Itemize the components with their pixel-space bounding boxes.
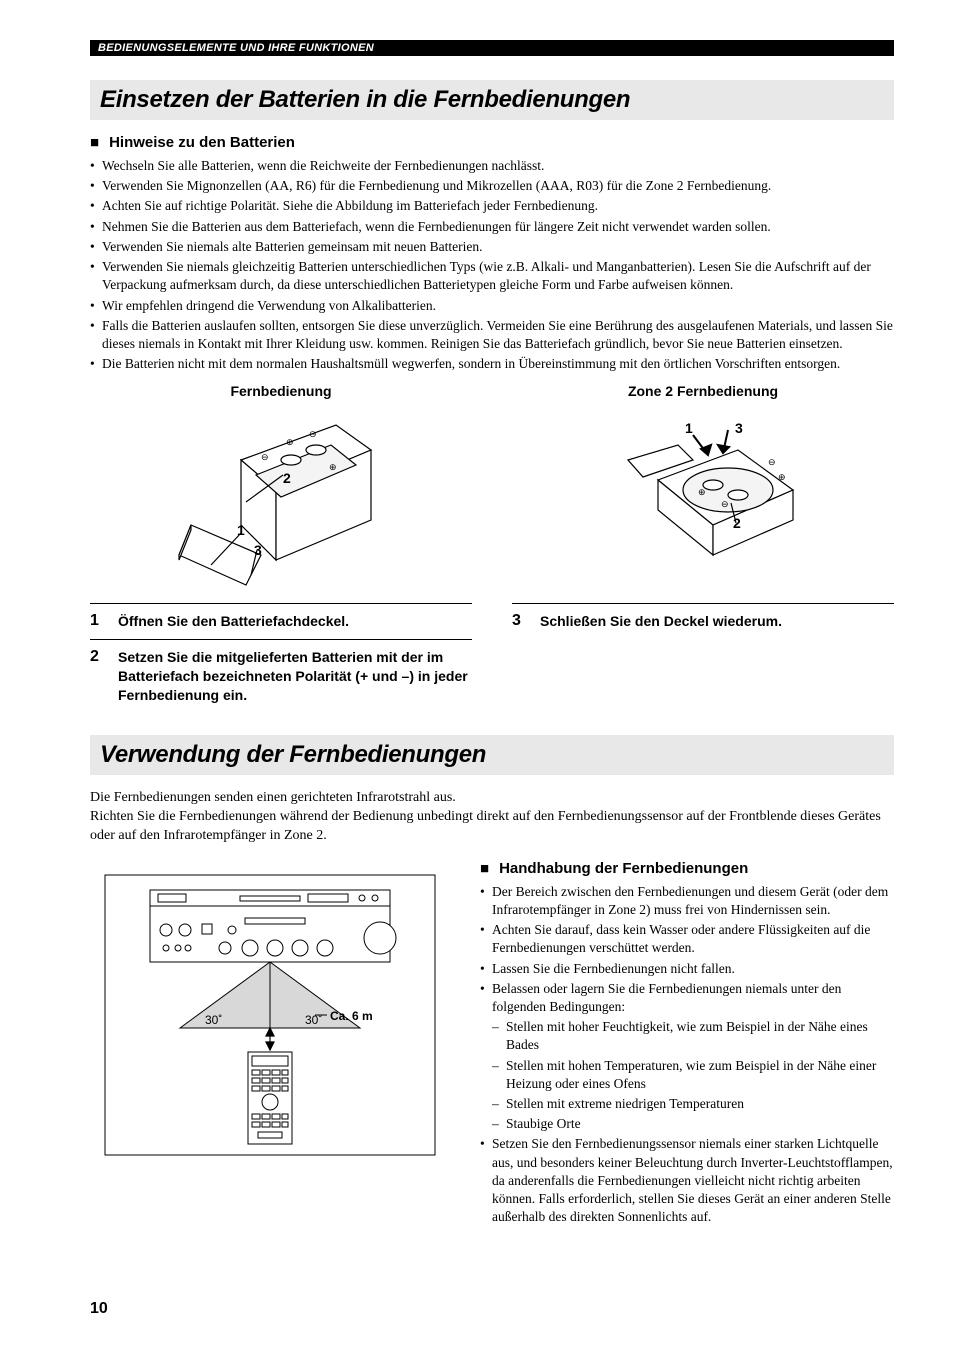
distance-label: Ca. 6 m: [330, 1009, 373, 1023]
step-text: Setzen Sie die mitgelieferten Batterien …: [118, 648, 472, 705]
section1-title: Einsetzen der Batterien in die Fernbedie…: [90, 80, 894, 120]
bullet-item: Wechseln Sie alle Batterien, wenn die Re…: [90, 157, 894, 175]
bullet-item: Wir empfehlen dringend die Verwendung vo…: [90, 297, 894, 315]
svg-text:⊕: ⊕: [286, 437, 294, 447]
header-bar: BEDIENUNGSELEMENTE UND IHRE FUNKTIONEN: [90, 40, 894, 56]
bullet-item: Falls die Batterien auslaufen sollten, e…: [90, 317, 894, 353]
svg-text:⊖: ⊖: [309, 429, 317, 439]
page-number: 10: [90, 1300, 108, 1318]
step: 1 Öffnen Sie den Batteriefachdeckel.: [90, 603, 472, 631]
step-number: 3: [512, 612, 526, 631]
step: 3 Schließen Sie den Deckel wiederum.: [512, 603, 894, 631]
bullet-item: Verwenden Sie niemals alte Batterien gem…: [90, 238, 894, 256]
bullet-item: Der Bereich zwischen den Fernbedienungen…: [480, 883, 894, 919]
section2-bullet-list: Der Bereich zwischen den Fernbedienungen…: [480, 883, 894, 1227]
step: 2Setzen Sie die mitgelieferten Batterien…: [90, 639, 472, 705]
bullet-item: Verwenden Sie niemals gleichzeitig Batte…: [90, 258, 894, 294]
bullet-item: Lassen Sie die Fernbedienungen nicht fal…: [480, 960, 894, 978]
step-text: Öffnen Sie den Batteriefachdeckel.: [118, 612, 349, 631]
bullet-item: Achten Sie auf richtige Polarität. Siehe…: [90, 197, 894, 215]
section2-title: Verwendung der Fernbedienungen: [90, 735, 894, 775]
diagram2: 1 3 2 ⊖ ⊕ ⊕ ⊖: [512, 405, 894, 595]
sub-bullet-item: Stellen mit hohen Temperaturen, wie zum …: [492, 1057, 894, 1093]
sub-bullet-item: Stellen mit extreme niedrigen Temperatur…: [492, 1095, 894, 1113]
diagram1: 2 1 3 ⊕ ⊖ ⊖ ⊕: [90, 405, 472, 595]
usage-diagram: 30˚ 30˚ Ca. 6 m: [90, 860, 450, 1175]
sub-bullet-item: Staubige Orte: [492, 1115, 894, 1133]
bullet-item: Setzen Sie den Fernbedienungssensor niem…: [480, 1135, 894, 1226]
bullet-item: Die Batterien nicht mit dem normalen Hau…: [90, 355, 894, 373]
svg-text:2: 2: [283, 470, 291, 486]
bullet-item: Nehmen Sie die Batterien aus dem Batteri…: [90, 218, 894, 236]
bullet-item: Belassen oder lagern Sie die Fernbedienu…: [480, 980, 894, 1134]
step-number: 1: [90, 612, 104, 631]
svg-text:⊕: ⊕: [778, 472, 786, 482]
section2-intro: Die Fernbedienungen senden einen gericht…: [90, 789, 894, 846]
step-number: 2: [90, 648, 104, 705]
section1-bullet-list: Wechseln Sie alle Batterien, wenn die Re…: [90, 157, 894, 373]
step-text: Schließen Sie den Deckel wiederum.: [540, 612, 782, 631]
svg-text:⊕: ⊕: [698, 487, 706, 497]
section2-subheading: Handhabung der Fernbedienungen: [480, 860, 894, 877]
svg-text:⊕: ⊕: [329, 462, 337, 472]
section1-subheading: Hinweise zu den Batterien: [90, 134, 894, 151]
diagram2-label: Zone 2 Fernbedienung: [512, 383, 894, 399]
svg-text:3: 3: [735, 420, 743, 436]
angle-left: 30˚: [205, 1013, 222, 1027]
diagram1-label: Fernbedienung: [90, 383, 472, 399]
svg-text:1: 1: [685, 420, 693, 436]
bullet-item: Verwenden Sie Mignonzellen (AA, R6) für …: [90, 177, 894, 195]
svg-text:⊖: ⊖: [768, 457, 776, 467]
svg-text:⊖: ⊖: [721, 499, 729, 509]
svg-text:⊖: ⊖: [261, 452, 269, 462]
sub-bullet-item: Stellen mit hoher Feuchtigkeit, wie zum …: [492, 1018, 894, 1054]
bullet-item: Achten Sie darauf, dass kein Wasser oder…: [480, 921, 894, 957]
